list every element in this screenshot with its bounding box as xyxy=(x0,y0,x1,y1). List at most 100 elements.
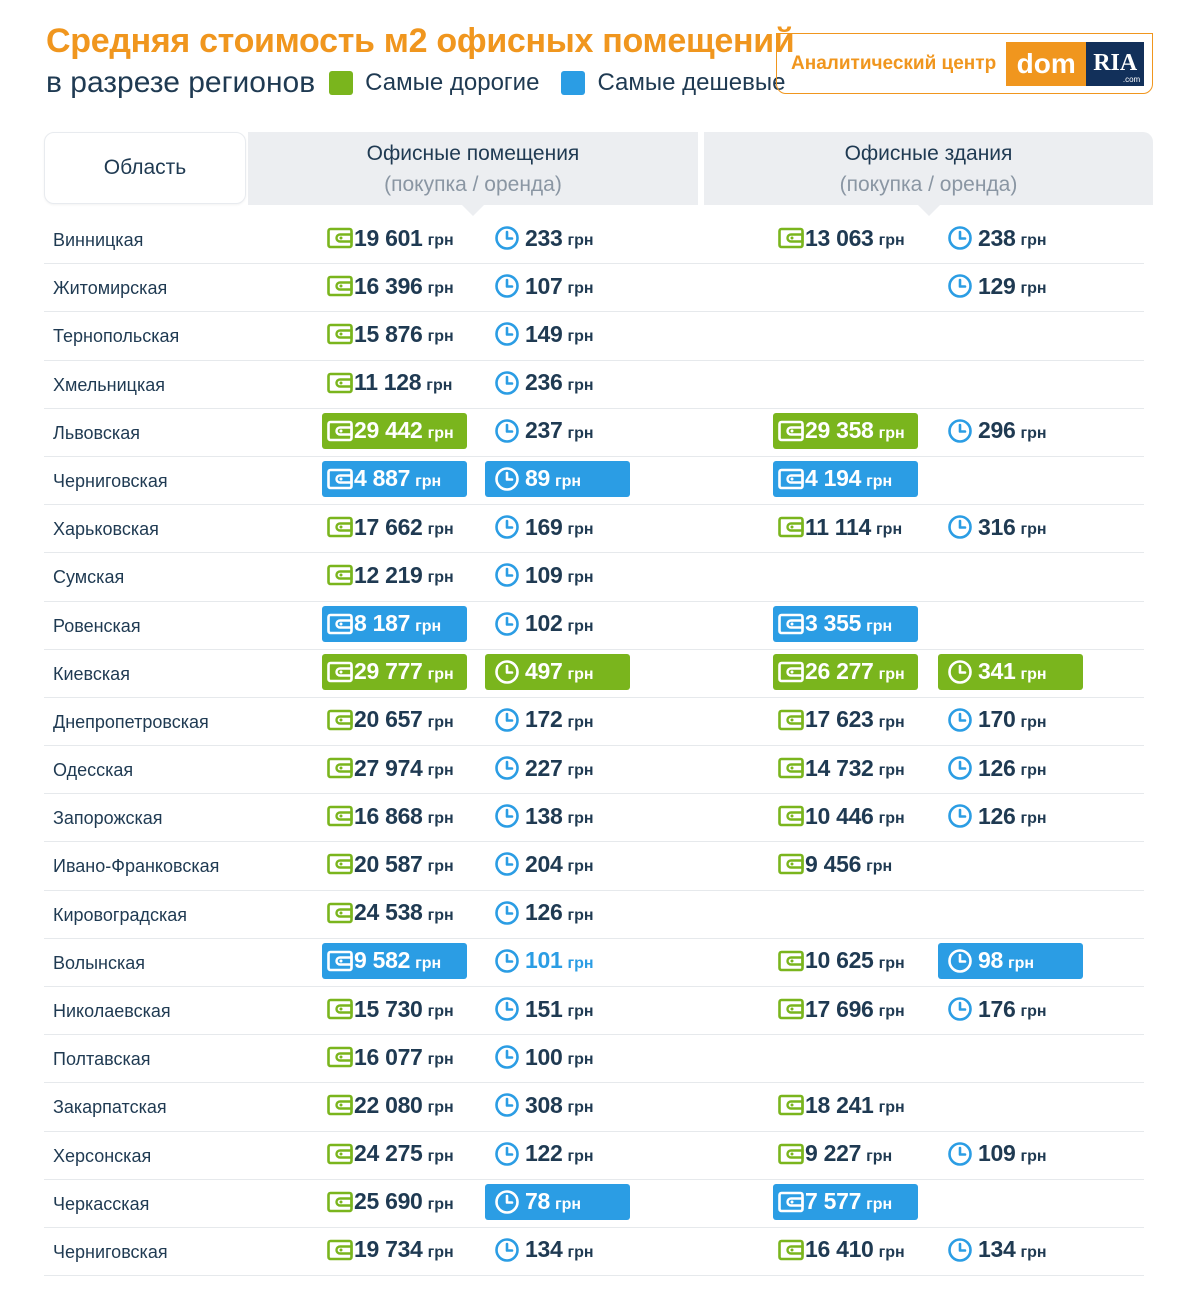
building-buy-cell: 11 114 грн xyxy=(773,509,918,545)
logo-ria-text: RIA xyxy=(1093,50,1138,76)
price-unit: грн xyxy=(866,472,893,490)
price-value: 15 730 xyxy=(354,995,423,1022)
price-value: 89 xyxy=(525,465,550,492)
clock-icon xyxy=(493,606,521,642)
region-name: Ивано-Франковская xyxy=(53,856,220,877)
price-value: 9 456 xyxy=(805,850,862,877)
price-value: 238 xyxy=(978,224,1016,251)
table-row: Одесская 27 974 грн 227 грн 14 732 грн 126 грн xyxy=(44,746,1144,795)
price-value: 237 xyxy=(525,417,563,444)
price-value: 497 xyxy=(525,658,563,685)
price-unit: грн xyxy=(427,521,454,539)
office-rent-cell: 100 грн xyxy=(485,1039,630,1075)
region-name: Харьковская xyxy=(53,519,159,540)
price-value: 78 xyxy=(525,1188,550,1215)
office-buy-cell: 20 587 грн xyxy=(322,846,467,882)
office-buy-cell: 19 601 грн xyxy=(322,220,467,256)
price-unit: грн xyxy=(427,569,454,587)
office-buy-cell: 29 777 грн xyxy=(322,653,467,690)
price-value: 170 xyxy=(978,706,1016,733)
price-value: 11 128 xyxy=(354,369,422,396)
clock-icon xyxy=(946,413,974,449)
wallet-icon xyxy=(777,220,805,256)
price-value: 296 xyxy=(978,417,1016,444)
price-value: 17 623 xyxy=(805,706,874,733)
price-unit: грн xyxy=(878,1003,905,1020)
price-value: 176 xyxy=(978,995,1016,1022)
price-value: 204 xyxy=(525,850,563,877)
price-unit: грн xyxy=(878,762,905,780)
price-unit: грн xyxy=(866,858,893,876)
price-value: 109 xyxy=(525,561,563,588)
price-value: 17 662 xyxy=(354,513,423,540)
price-unit: грн xyxy=(866,1147,893,1165)
price-value: 20 657 xyxy=(354,706,423,733)
office-rent-cell: 89 грн xyxy=(485,460,630,497)
logo-dom: dom xyxy=(1006,41,1087,86)
price-value: 16 410 xyxy=(805,1236,874,1263)
office-rent-cell: 102 грн xyxy=(485,606,630,642)
clock-icon xyxy=(946,654,974,690)
building-buy-cell: 10 446 грн xyxy=(773,798,918,834)
office-buy-cell: 22 080 грн xyxy=(322,1087,467,1123)
logo-ria: RIA .com xyxy=(1086,41,1145,86)
wallet-icon xyxy=(326,1184,354,1220)
legend-expensive-swatch xyxy=(329,71,354,95)
wallet-icon xyxy=(326,895,354,931)
clock-icon xyxy=(493,461,521,497)
building-buy-cell: 9 456 грн xyxy=(773,846,918,882)
price-value: 11 114 xyxy=(805,513,872,540)
office-rent-cell: 237 грн xyxy=(485,413,630,449)
wallet-icon xyxy=(326,798,354,834)
building-rent-cell: 170 грн xyxy=(938,702,1083,738)
price-value: 107 xyxy=(525,272,563,299)
price-unit: грн xyxy=(427,424,454,442)
page-subtitle: в разрезе регионов xyxy=(46,66,316,99)
price-value: 19 601 xyxy=(354,224,423,251)
clock-icon xyxy=(946,991,974,1027)
price-value: 3 355 xyxy=(805,610,862,636)
wallet-icon xyxy=(326,316,354,352)
office-buy-cell: 16 077 грн xyxy=(322,1039,467,1075)
region-name: Закарпатская xyxy=(53,1097,167,1118)
price-value: 100 xyxy=(525,1043,563,1070)
price-unit: грн xyxy=(1007,954,1035,972)
region-name: Волынская xyxy=(53,952,146,973)
building-rent-cell: 109 грн xyxy=(938,1136,1083,1172)
price-unit: грн xyxy=(427,232,454,249)
price-value: 22 080 xyxy=(354,1091,423,1118)
price-value: 18 241 xyxy=(805,1091,874,1118)
office-buy-cell: 25 690 грн xyxy=(322,1184,467,1220)
wallet-icon xyxy=(777,1184,805,1220)
price-unit: грн xyxy=(567,376,594,394)
building-buy-cell: 4 194 грн xyxy=(773,460,918,497)
price-unit: грн xyxy=(1020,1147,1047,1165)
table-row: Херсонская 24 275 грн 122 грн 9 227 грн 109 грн xyxy=(44,1132,1144,1180)
clock-icon xyxy=(946,943,974,979)
price-value: 26 277 xyxy=(805,658,874,685)
table-row: Полтавская 16 077 грн 100 грн xyxy=(44,1035,1144,1084)
price-unit: грн xyxy=(567,1147,594,1165)
wallet-icon xyxy=(777,943,805,979)
office-buy-cell: 15 730 грн xyxy=(322,991,467,1027)
region-name: Тернопольская xyxy=(53,326,180,347)
price-value: 16 396 xyxy=(354,272,423,299)
clock-icon xyxy=(493,557,521,593)
region-name: Николаевская xyxy=(53,1001,171,1021)
office-buy-cell: 15 876 грн xyxy=(322,316,467,352)
header-office-buildings-title: Офисные здания xyxy=(844,142,1013,165)
price-unit: грн xyxy=(415,472,442,490)
building-rent-cell: 296 грн xyxy=(938,413,1083,449)
price-value: 126 xyxy=(525,899,563,926)
price-value: 4 194 xyxy=(805,465,862,492)
table-row: Николаевская 15 730 грн 151 грн 17 696 грн 176 г… xyxy=(44,987,1144,1036)
table-row: Закарпатская 22 080 грн 308 грн 18 241 грн xyxy=(44,1083,1144,1132)
clock-icon xyxy=(493,413,521,449)
wallet-icon xyxy=(326,413,354,449)
wallet-icon xyxy=(326,606,354,642)
price-value: 236 xyxy=(525,369,563,396)
price-unit: грн xyxy=(427,1147,454,1165)
table-row: Киевская 29 777 грн 497 грн 26 277 грн 341 грн xyxy=(44,650,1144,698)
clock-icon xyxy=(493,1087,521,1123)
region-name: Днепропетровская xyxy=(53,711,209,732)
